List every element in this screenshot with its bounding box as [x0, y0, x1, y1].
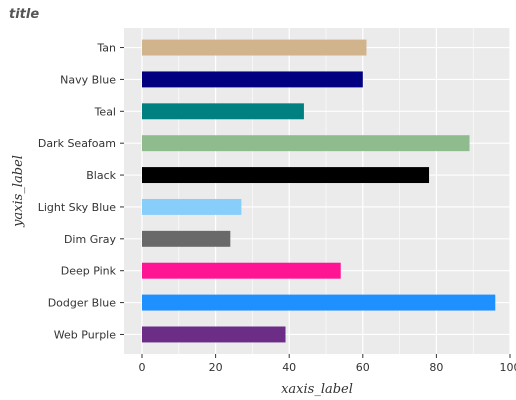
y-tick-label: Teal [94, 105, 116, 118]
y-tick-label: Dark Seafoam [38, 137, 116, 150]
x-axis-ticks: 0 20 40 60 80 100 [139, 354, 516, 374]
y-tick-label: Dim Gray [64, 233, 117, 246]
y-tick-label: Web Purple [54, 328, 116, 341]
y-tick-label: Dodger Blue [48, 297, 117, 310]
y-tick-label: Tan [96, 42, 116, 55]
x-tick-label: 60 [356, 361, 370, 374]
y-tick-label: Black [86, 169, 116, 182]
bar-tan [142, 39, 367, 56]
y-axis-label: yaxis_label [11, 155, 26, 228]
bar-teal [142, 103, 304, 120]
x-axis-label: xaxis_label [281, 382, 353, 397]
chart-title: title [9, 7, 39, 22]
bar-dark-seafoam [142, 135, 470, 152]
bar-dim-gray [142, 230, 231, 247]
x-tick-label: 100 [500, 361, 516, 374]
y-tick-label: Light Sky Blue [38, 201, 116, 214]
bar-black [142, 167, 430, 184]
bars [142, 39, 496, 343]
y-axis-ticks: Web Purple Dodger Blue Deep Pink Dim Gray Li… [38, 42, 124, 341]
bar-light-sky-blue [142, 198, 242, 215]
x-tick-label: 0 [139, 361, 146, 374]
x-tick-label: 20 [209, 361, 223, 374]
y-tick-label: Deep Pink [61, 265, 117, 278]
y-tick-label: Navy Blue [60, 73, 116, 86]
bar-deep-pink [142, 262, 341, 279]
x-tick-label: 80 [429, 361, 443, 374]
bar-navy-blue [142, 71, 363, 88]
bar-dodger-blue [142, 294, 496, 311]
bar-web-purple [142, 326, 286, 343]
x-tick-label: 40 [282, 361, 296, 374]
